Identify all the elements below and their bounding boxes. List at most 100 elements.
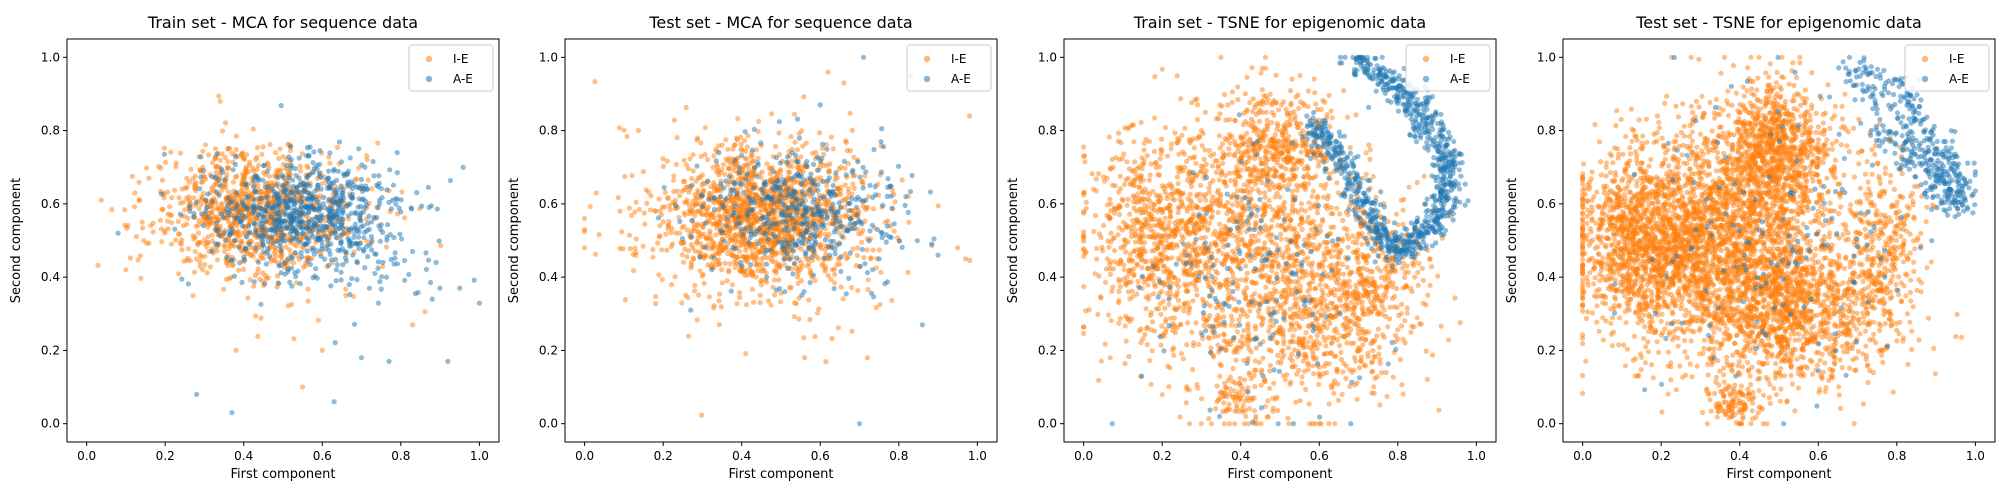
- scatter-point: [334, 144, 341, 150]
- scatter-point: [759, 260, 765, 267]
- scatter-point: [158, 165, 164, 171]
- scatter-point: [387, 167, 393, 173]
- scatter-point: [699, 203, 706, 210]
- scatter-point: [711, 206, 718, 213]
- scatter-point: [330, 212, 336, 218]
- scatter-point: [1135, 278, 1141, 284]
- scatter-point: [830, 201, 836, 207]
- scatter-point: [209, 210, 215, 216]
- scatter-point: [1189, 100, 1195, 106]
- scatter-point: [1108, 239, 1114, 245]
- scatter-point: [648, 193, 654, 199]
- scatter-point: [460, 164, 466, 170]
- scatter-point: [150, 229, 156, 235]
- scatter-point: [863, 197, 869, 203]
- scatter-point: [783, 238, 790, 244]
- scatter-point: [751, 165, 758, 171]
- scatter-point: [199, 179, 205, 185]
- scatter-point: [334, 262, 340, 268]
- scatter-point: [253, 189, 259, 195]
- scatter-point: [428, 203, 434, 209]
- scatter-point: [1081, 253, 1087, 259]
- scatter-point: [1147, 227, 1154, 233]
- scatter-point: [1081, 229, 1087, 235]
- scatter-point: [1188, 216, 1194, 222]
- scatter-point: [761, 206, 768, 212]
- scatter-point: [788, 134, 794, 140]
- scatter-point: [255, 212, 261, 218]
- scatter-point: [738, 259, 744, 265]
- scatter-point: [746, 240, 752, 246]
- scatter-point: [269, 227, 275, 233]
- scatter-point: [737, 165, 743, 171]
- scatter-point: [1175, 180, 1181, 187]
- scatter-point: [237, 260, 243, 266]
- scatter-point: [1142, 202, 1148, 208]
- scatter-point: [775, 250, 781, 256]
- scatter-point: [829, 267, 836, 273]
- scatter-point: [763, 182, 769, 188]
- scatter-point: [1149, 248, 1155, 254]
- scatter-point: [616, 125, 622, 131]
- scatter-point: [260, 249, 267, 255]
- scatter-point: [755, 128, 761, 135]
- scatter-point: [224, 254, 230, 260]
- scatter-point: [329, 257, 335, 263]
- scatter-point: [756, 241, 762, 247]
- scatter-point: [274, 203, 280, 209]
- scatter-point: [299, 254, 305, 260]
- scatter-point: [288, 238, 294, 244]
- scatter-point: [232, 215, 238, 221]
- scatter-point: [903, 194, 909, 200]
- scatter-point: [1107, 196, 1113, 202]
- scatter-point: [236, 244, 242, 250]
- scatter-point: [1313, 101, 1319, 107]
- scatter-point: [296, 155, 302, 161]
- scatter-point: [176, 195, 182, 201]
- scatter-point: [746, 195, 752, 201]
- scatter-point: [1149, 348, 1155, 354]
- scatter-point: [361, 235, 367, 241]
- scatter-point: [1124, 274, 1130, 281]
- x-tick-label: 0.6: [811, 449, 830, 463]
- scatter-point: [349, 195, 355, 201]
- scatter-point: [1146, 138, 1152, 145]
- scatter-point: [785, 265, 791, 271]
- scatter-point: [865, 277, 871, 283]
- scatter-point: [352, 230, 358, 236]
- scatter-point: [204, 270, 210, 276]
- scatter-point: [739, 263, 745, 269]
- scatter-point: [1134, 291, 1140, 297]
- scatter-point: [843, 212, 849, 218]
- scatter-point: [176, 271, 182, 277]
- scatter-point: [1126, 353, 1132, 360]
- scatter-point: [860, 164, 866, 170]
- scatter-point: [212, 146, 219, 152]
- scatter-point: [677, 193, 683, 199]
- scatter-point: [788, 243, 794, 249]
- y-tick-label: 1.0: [539, 50, 558, 64]
- scatter-point: [592, 251, 599, 257]
- scatter-point: [1213, 257, 1220, 263]
- scatter-point: [305, 298, 311, 304]
- scatter-point: [1141, 147, 1147, 153]
- scatter-point: [650, 254, 656, 260]
- scatter-point: [685, 166, 692, 172]
- scatter-point: [759, 197, 765, 203]
- scatter-point: [182, 207, 188, 213]
- scatter-point: [781, 177, 787, 183]
- scatter-point: [240, 266, 246, 272]
- scatter-point: [1138, 252, 1144, 258]
- scatter-point: [864, 247, 870, 253]
- scatter-point: [1158, 342, 1164, 348]
- scatter-point: [646, 189, 652, 195]
- scatter-point: [264, 227, 270, 233]
- scatter-point: [265, 249, 271, 255]
- scatter-point: [664, 247, 670, 253]
- scatter-point: [349, 275, 355, 282]
- scatter-point: [832, 251, 838, 257]
- scatter-point: [881, 144, 887, 150]
- scatter-point: [445, 358, 451, 364]
- scatter-point: [343, 286, 349, 292]
- scatter-point: [717, 227, 724, 233]
